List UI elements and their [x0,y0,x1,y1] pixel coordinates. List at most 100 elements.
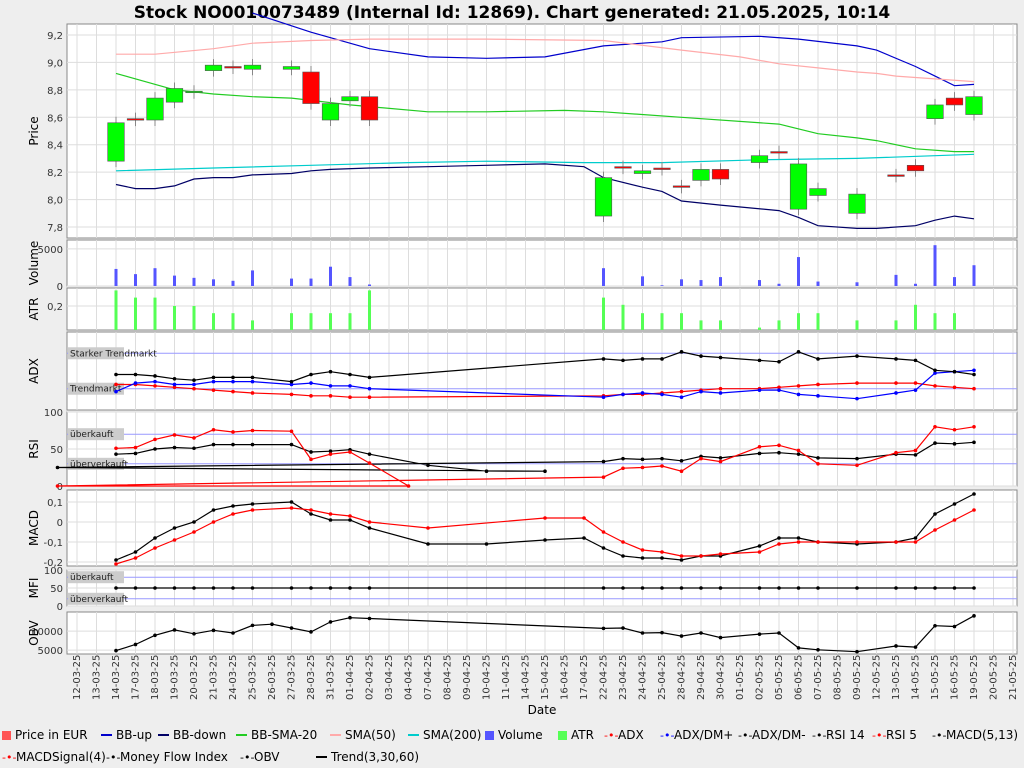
rsi5-point [621,466,625,471]
atr-bar [153,297,157,330]
adx-point [816,382,820,387]
mfi-point [660,586,664,590]
macd-point [972,492,976,496]
legend-marker-icon: -•- [872,729,887,742]
x-tick-label: 30-04-25 [716,655,727,700]
bb-sma-20-line [115,72,974,153]
macd-signal-point [367,520,372,524]
atr-bar [368,290,371,330]
rsi5-point [406,484,411,488]
adx-dm-plus-point [777,388,781,392]
macd-signal-point [952,518,957,522]
candle-body [341,96,359,102]
legend-label: BB-SMA-20 [251,728,318,742]
obv-point [894,644,898,648]
x-tick-label: 04-04-25 [404,655,415,700]
obv-point [192,631,196,636]
obv-point [211,628,216,633]
mfi-point [796,586,801,590]
rsi14-point [933,441,937,445]
adx-dm-minus-point [328,369,333,374]
adx-point [328,394,333,398]
adx-dm-minus-point [972,372,976,377]
atr-bar [914,304,917,330]
adx-dm-plus-point [114,389,118,394]
mfi-panel: 100 50 0 MFI überkauft überverkauft [27,566,1018,613]
x-tick-label: 20-05-25 [989,655,1000,700]
mfi-point [289,586,294,590]
atr-bar [212,313,215,330]
mfi-point [718,586,723,590]
rsi-overbought-band-label-bg [68,428,124,441]
macd-point [367,526,372,530]
rsi14-point [855,456,859,461]
legend-label: SMA(50) [345,728,396,742]
legend-label: Price in EUR [15,728,88,742]
atr-bar [777,320,781,330]
adx-point [972,386,976,391]
macd-signal-point [913,540,918,544]
candle-body [360,96,379,121]
obv-point [855,649,859,654]
obv-point [679,634,684,638]
atr-bar [719,320,722,330]
rsi14-point [231,442,235,447]
candle-body [848,193,866,214]
rsi5-point [933,425,937,429]
adx-dm-plus-point [699,389,703,394]
atr-bar [602,297,605,330]
x-tick-label: 19-05-25 [969,655,980,700]
legend-label: Volume [498,728,543,742]
adx-dm-minus-point [855,354,859,358]
macd-point [289,500,294,504]
chart-legend: Price in EUR BB-up BB-down BB-SMA-20 SMA(50)… [0,726,1024,768]
rsi14-point [484,469,489,474]
legend-item: -•-MACD(5,13) [932,728,1018,742]
candle-body [594,177,613,217]
macd-signal-point [114,562,118,566]
adx-dm-minus-point [348,372,352,377]
x-tick-label: 09-05-25 [852,655,863,700]
legend-item: Price in EUR [2,728,88,742]
atr-bar [251,320,254,330]
obv-point [952,624,957,629]
price-tick-label: 8,8 [47,86,63,97]
adx-dm-plus-point [348,384,352,388]
macd-panel: 0,1 0 -0,1 -0,2 MACD [27,489,1018,569]
rsi5-point [972,425,976,429]
rsi5-point [192,436,196,440]
rsi-tick-label: 0 [57,482,63,493]
adx-point [777,385,781,390]
rsi14-point [640,457,645,462]
rsi5-point [679,469,684,474]
legend-marker-icon: -•- [106,751,121,764]
adx-dm-minus-point [757,358,762,363]
atr-bar [699,320,703,330]
obv-point [972,614,976,618]
price-tick-label: 9,2 [47,31,63,42]
macd-point [601,546,606,550]
rsi14-point [679,459,684,463]
x-tick-label: 19-03-25 [170,655,181,700]
x-tick-label: 21-05-25 [1008,655,1019,700]
adx-dm-plus-point [309,381,313,385]
legend-label: MACD(5,13) [946,728,1019,742]
macd-point [621,554,625,558]
legend-item: Volume [485,728,543,742]
legend-marker-icon: -•- [2,751,17,764]
rsi-axis-label: RSI [27,439,41,459]
candle-body [672,185,691,188]
atr-bar [816,313,820,330]
rsi14-point [114,452,118,456]
rsi5-point [640,465,645,470]
obv-point [699,631,703,635]
adx-point [933,384,937,388]
obv-point [913,645,918,649]
obv-point [640,631,645,635]
legend-item: BB-SMA-20 [236,728,317,742]
candle-body [321,103,340,121]
rsi5-point [250,428,255,433]
rsi5-point [913,448,918,453]
x-tick-label: 28-03-25 [306,655,317,700]
adx-dm-plus-point [816,394,820,398]
